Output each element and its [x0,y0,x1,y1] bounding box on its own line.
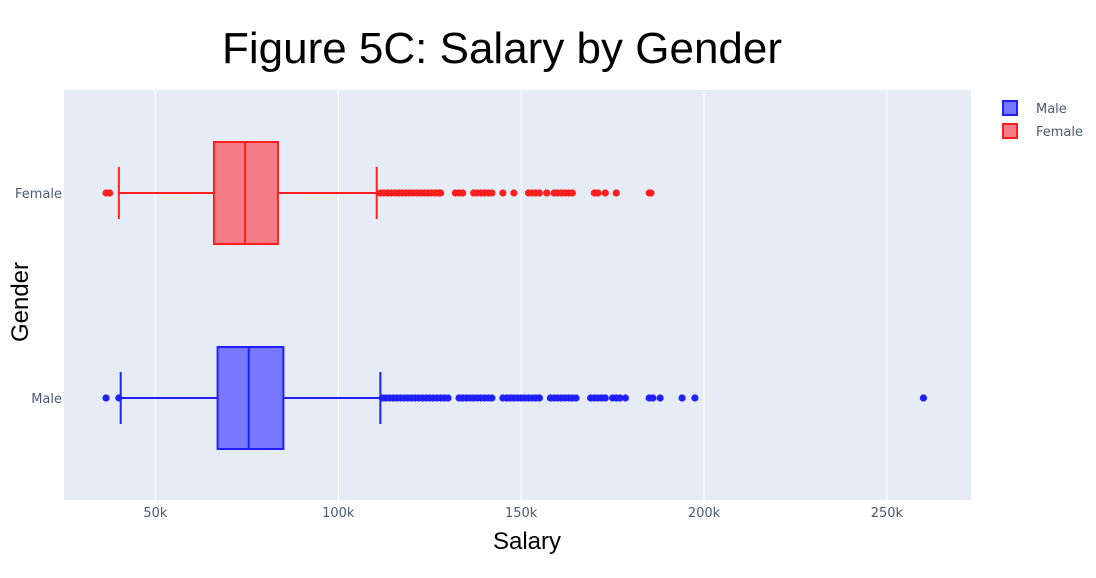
outlier-point-male-61 [656,394,664,402]
outlier-point-male-57 [616,394,624,402]
outlier-point-male-60 [649,394,657,402]
x-tick-label-4: 250k [871,506,904,521]
box-female [102,141,655,245]
outlier-point-male-20 [444,394,452,402]
y-tick-labels: Female Male [15,187,62,407]
plot-area [64,90,971,500]
outlier-point-female-22 [459,189,467,197]
outlier-point-female-29 [499,189,507,197]
outlier-point-male-49 [572,394,580,402]
box-series [102,141,928,450]
outlier-point-male-63 [691,394,699,402]
outlier-point-female-47 [647,189,655,197]
x-tick-label-1: 100k [322,506,355,521]
legend-swatch-female [1002,123,1018,139]
outlier-point-male-64 [919,394,928,402]
outlier-point-male-58 [621,394,629,402]
x-tick-label-2: 150k [505,506,538,521]
outlier-point-female-43 [594,189,602,197]
legend-label-female: Female [1036,125,1083,140]
y-tick-label-female: Female [15,187,62,202]
y-tick-label-male: Male [31,392,62,407]
outlier-point-female-28 [488,189,496,197]
x-tick-label-0: 50k [143,506,168,521]
outlier-point-male-0 [102,394,110,402]
outlier-point-female-34 [535,189,544,197]
box-male [102,346,928,450]
x-tick-label-3: 200k [688,506,721,521]
outlier-point-male-1 [115,394,123,402]
outlier-point-female-30 [510,189,518,197]
grid-lines [154,90,888,500]
outlier-point-female-41 [568,189,576,197]
outlier-point-female-1 [106,189,114,197]
chart-title: Figure 5C: Salary by Gender [222,24,782,73]
legend-label-male: Male [1036,102,1067,117]
outlier-point-female-45 [612,189,620,197]
outlier-point-male-30 [488,394,496,402]
legend-swatch-male [1002,100,1018,116]
outlier-point-male-54 [601,394,609,402]
y-axis-title: Gender [7,262,34,342]
x-axis-title: Salary [493,528,561,555]
outlier-point-female-19 [437,189,445,197]
outlier-point-male-41 [535,394,544,402]
x-tick-labels: 50k 100k 150k 200k 250k [143,506,903,521]
outlier-point-male-62 [678,394,686,402]
outlier-point-female-44 [601,189,609,197]
outlier-point-female-35 [543,189,551,197]
box-iqr-male [216,346,285,450]
legend: Male Female [1002,100,1083,140]
